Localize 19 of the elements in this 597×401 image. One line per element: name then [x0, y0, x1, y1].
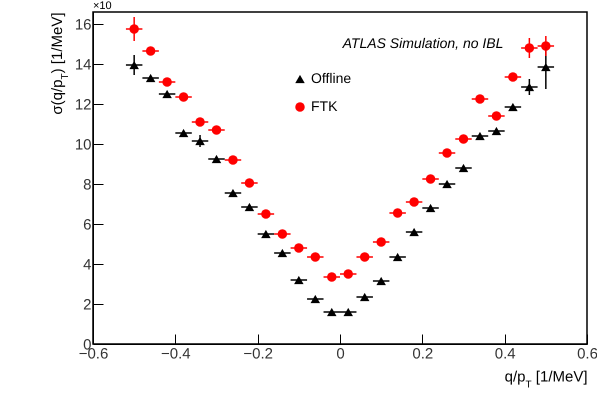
y-tick-label: 14	[74, 56, 92, 74]
y-tick-label: 4	[83, 256, 92, 274]
x-tick-label: 0	[336, 346, 345, 362]
x-tick-label: −0.4	[161, 346, 191, 362]
x-axis-title: q/p$_{T}$ [1/MeV]	[504, 368, 588, 390]
legend-label: FTK	[311, 98, 338, 114]
x-tick-label: 0.4	[494, 346, 516, 362]
x-tick-label: −0.2	[243, 346, 273, 362]
x-tick-label: 0.6	[577, 346, 597, 362]
y-tick-label: 2	[83, 296, 92, 314]
x-tick-label: 0.2	[412, 346, 434, 362]
y-tick-label: 6	[83, 216, 92, 234]
y-tick-label: 10	[74, 136, 92, 154]
annotation: ATLAS Simulation, no IBL	[342, 35, 504, 51]
text: ×10	[93, 0, 112, 12]
y-tick-label: 8	[83, 176, 92, 194]
y-tick-label: 16	[74, 16, 92, 34]
y-tick-label: 12	[74, 96, 92, 114]
legend-label: Offline	[311, 70, 352, 86]
